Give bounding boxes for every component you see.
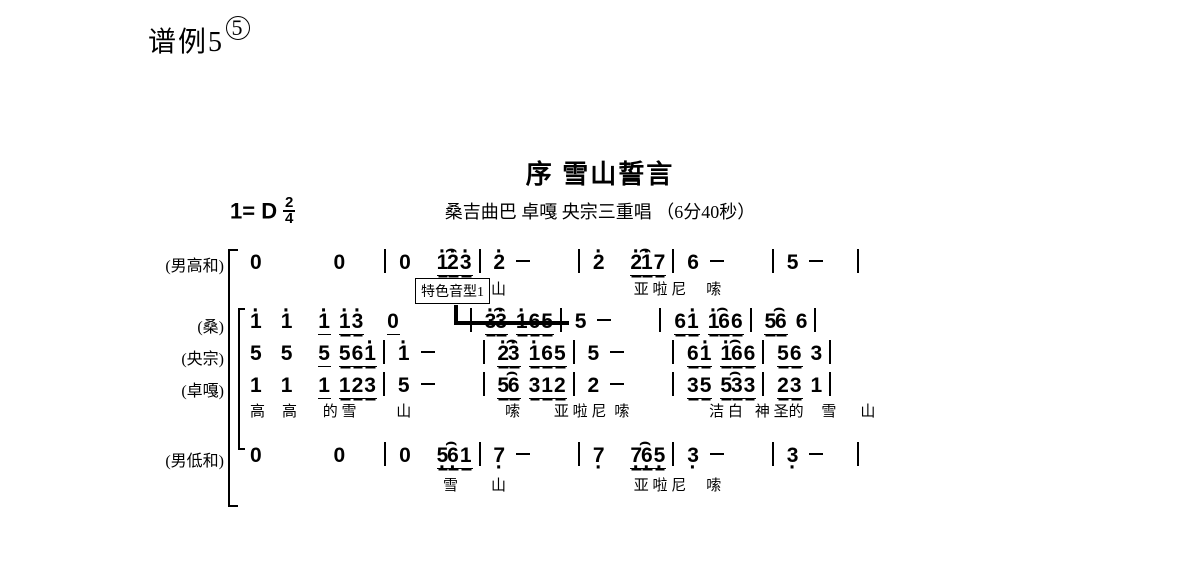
label-sang: (桑)	[154, 313, 224, 337]
feature-box: 特色音型1	[415, 278, 490, 304]
line-yangzong: 55 5561 1 2⌢3165 5 611⌢66 563	[250, 340, 837, 367]
line-tenor: 0 0 0 1⌢23 2 2 2⌢17 6 5	[250, 249, 865, 276]
example-label-text: 谱例5	[148, 27, 224, 58]
lyric-bass: 雪山 亚 啦 尼嗦	[250, 474, 721, 495]
lyric-trio: 高高 的 雪 山 嗦 亚 啦 尼嗦 洁 白神 圣的 雪山	[250, 400, 875, 421]
bracket-main	[228, 249, 238, 507]
line-zhuoga: 11 1123 5 5⌢6312 2 355⌢33 231	[250, 372, 837, 399]
example-label: 谱例55	[148, 20, 250, 60]
score-subtitle: 桑吉曲巴 卓嘎 央宗三重唱 （6分40秒）	[0, 198, 1200, 224]
label-yangzong: (央宗)	[154, 345, 224, 369]
label-tenor: (男高和)	[154, 252, 224, 276]
score-title: 序 雪山誓言	[0, 154, 1200, 191]
label-zhuoga: (卓嘎)	[154, 377, 224, 401]
circled-superscript: 5	[226, 16, 250, 40]
bracket-inner	[238, 308, 245, 450]
line-bass: 0 0 0 5⌢61 7 7 7⌢65 3 3	[250, 442, 865, 469]
label-bass: (男低和)	[154, 447, 224, 471]
